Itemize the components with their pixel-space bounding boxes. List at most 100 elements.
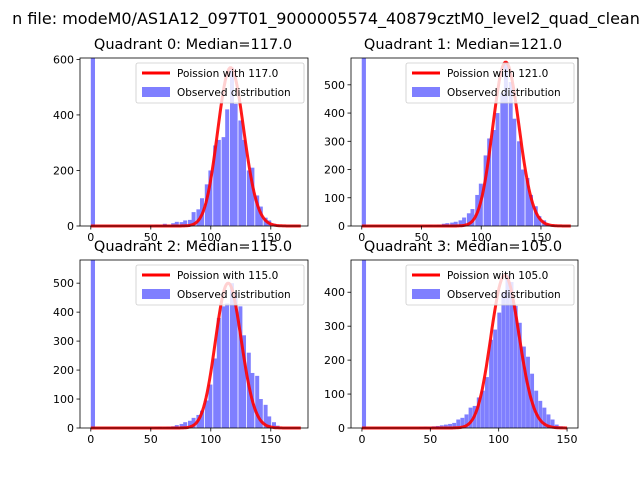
histogram-bar (200, 410, 204, 428)
histogram-bar (538, 400, 543, 428)
axes-frame (350, 259, 579, 429)
histogram-bar (529, 194, 533, 226)
histogram-bar (452, 422, 457, 428)
histogram-bar (491, 130, 496, 226)
figure-suptitle: n file: modeM0/AS1A12_097T01_9000005574_… (12, 9, 640, 29)
y-tick-label: 400 (324, 107, 345, 120)
y-tick-label: 200 (324, 354, 345, 367)
histogram-bar (505, 275, 510, 428)
x-tick-label: 50 (423, 433, 437, 446)
y-tick-label: 300 (324, 135, 345, 148)
histogram-bar (255, 195, 260, 226)
x-tick-label: 50 (144, 231, 158, 244)
histogram-bar (183, 422, 188, 428)
legend-fit-label: Poission with 115.0 (177, 270, 278, 282)
legend-observed-label: Observed distribution (177, 87, 291, 99)
y-tick-label: 500 (324, 79, 345, 92)
legend-observed-label: Observed distribution (447, 289, 561, 301)
x-tick-label: 100 (488, 433, 509, 446)
x-tick-label: 50 (414, 231, 428, 244)
histogram-bar (480, 390, 485, 428)
histogram-bar (272, 422, 276, 428)
histogram-bar (255, 375, 260, 428)
histogram-bar (258, 399, 263, 428)
histogram-bar (448, 423, 452, 428)
y-tick-label: 400 (53, 306, 74, 319)
histogram-bar (468, 407, 473, 428)
legend-fit-label: Poission with 117.0 (177, 68, 278, 80)
axes-frame (79, 259, 309, 429)
histogram-bar (204, 400, 209, 428)
histogram-bar (520, 169, 525, 226)
histogram-bar (508, 82, 513, 226)
histogram-bar (476, 397, 481, 428)
x-tick-label: 150 (260, 231, 281, 244)
axes-frame (79, 57, 309, 227)
y-tick-label: 100 (53, 393, 74, 406)
legend-observed-swatch (412, 87, 440, 97)
histogram-bar (501, 292, 506, 428)
y-tick-label: 600 (53, 53, 74, 66)
y-tick-label: 0 (67, 220, 74, 233)
legend-box (405, 264, 575, 306)
histogram-bar (521, 346, 526, 428)
histogram-bar (267, 416, 272, 428)
histogram-bar (493, 329, 498, 428)
y-tick-label: 200 (53, 364, 74, 377)
y-tick-label: 100 (324, 192, 345, 205)
x-tick-label: 0 (358, 231, 365, 244)
histogram-bar (191, 417, 196, 428)
x-tick-label: 150 (530, 231, 551, 244)
y-tick-label: 300 (324, 320, 345, 333)
histogram-bar (221, 306, 226, 428)
plot-area: 0 50 100 150 0 100 200 300 400 Poission with 105.… (324, 259, 579, 446)
histogram-bar (183, 220, 188, 226)
histogram-bar (534, 390, 539, 428)
x-tick-label: 100 (200, 231, 221, 244)
x-tick-label: 0 (87, 433, 94, 446)
histogram-bar (179, 423, 184, 428)
histogram-bar (233, 291, 238, 428)
histogram-bar (242, 335, 246, 428)
histogram-bar (512, 118, 517, 226)
histogram-bar (233, 103, 238, 226)
histogram-bar (242, 139, 246, 226)
y-tick-label: 300 (53, 335, 74, 348)
histogram-bar (453, 221, 458, 226)
histogram-bar (460, 417, 465, 428)
histogram-bar-zero (90, 260, 95, 428)
y-tick-label: 0 (338, 220, 345, 233)
y-tick-label: 400 (53, 109, 74, 122)
y-tick-label: 400 (324, 286, 345, 299)
x-tick-label: 100 (471, 231, 492, 244)
histogram-bar (537, 216, 542, 226)
panel-quadrant-3: Quadrant 3: Median=105.0 0 50 100 150 0 100 20… (324, 239, 579, 446)
histogram-bar (188, 219, 192, 226)
histogram-bar (517, 141, 522, 226)
legend-fit-label: Poission with 121.0 (447, 68, 548, 80)
histogram-bar (542, 407, 547, 428)
histogram-bar (489, 339, 494, 428)
histogram-bar-zero (361, 58, 366, 226)
histogram-bar (464, 414, 469, 428)
histogram-bar (550, 419, 555, 428)
histogram-bar (517, 322, 522, 428)
histogram-bar (238, 120, 243, 226)
y-tick-label: 100 (324, 388, 345, 401)
histogram-bar (483, 155, 488, 226)
histogram-bar (216, 139, 221, 226)
legend-observed-swatch (142, 289, 170, 299)
histogram-bar (216, 317, 221, 428)
legend-observed-swatch (142, 87, 170, 97)
x-tick-label: 150 (557, 433, 578, 446)
legend-observed-swatch (412, 289, 440, 299)
histogram-bar (513, 305, 518, 428)
legend-box (405, 62, 575, 104)
histogram-bar (208, 170, 213, 226)
histogram-bar (462, 217, 467, 226)
panel-quadrant-0: Quadrant 0: Median=117.0 0 50 100 150 0 200 40… (53, 37, 309, 244)
panel-title: Quadrant 3: Median=105.0 (364, 239, 562, 255)
histogram-bar (470, 209, 475, 226)
histogram-bar (458, 220, 463, 226)
